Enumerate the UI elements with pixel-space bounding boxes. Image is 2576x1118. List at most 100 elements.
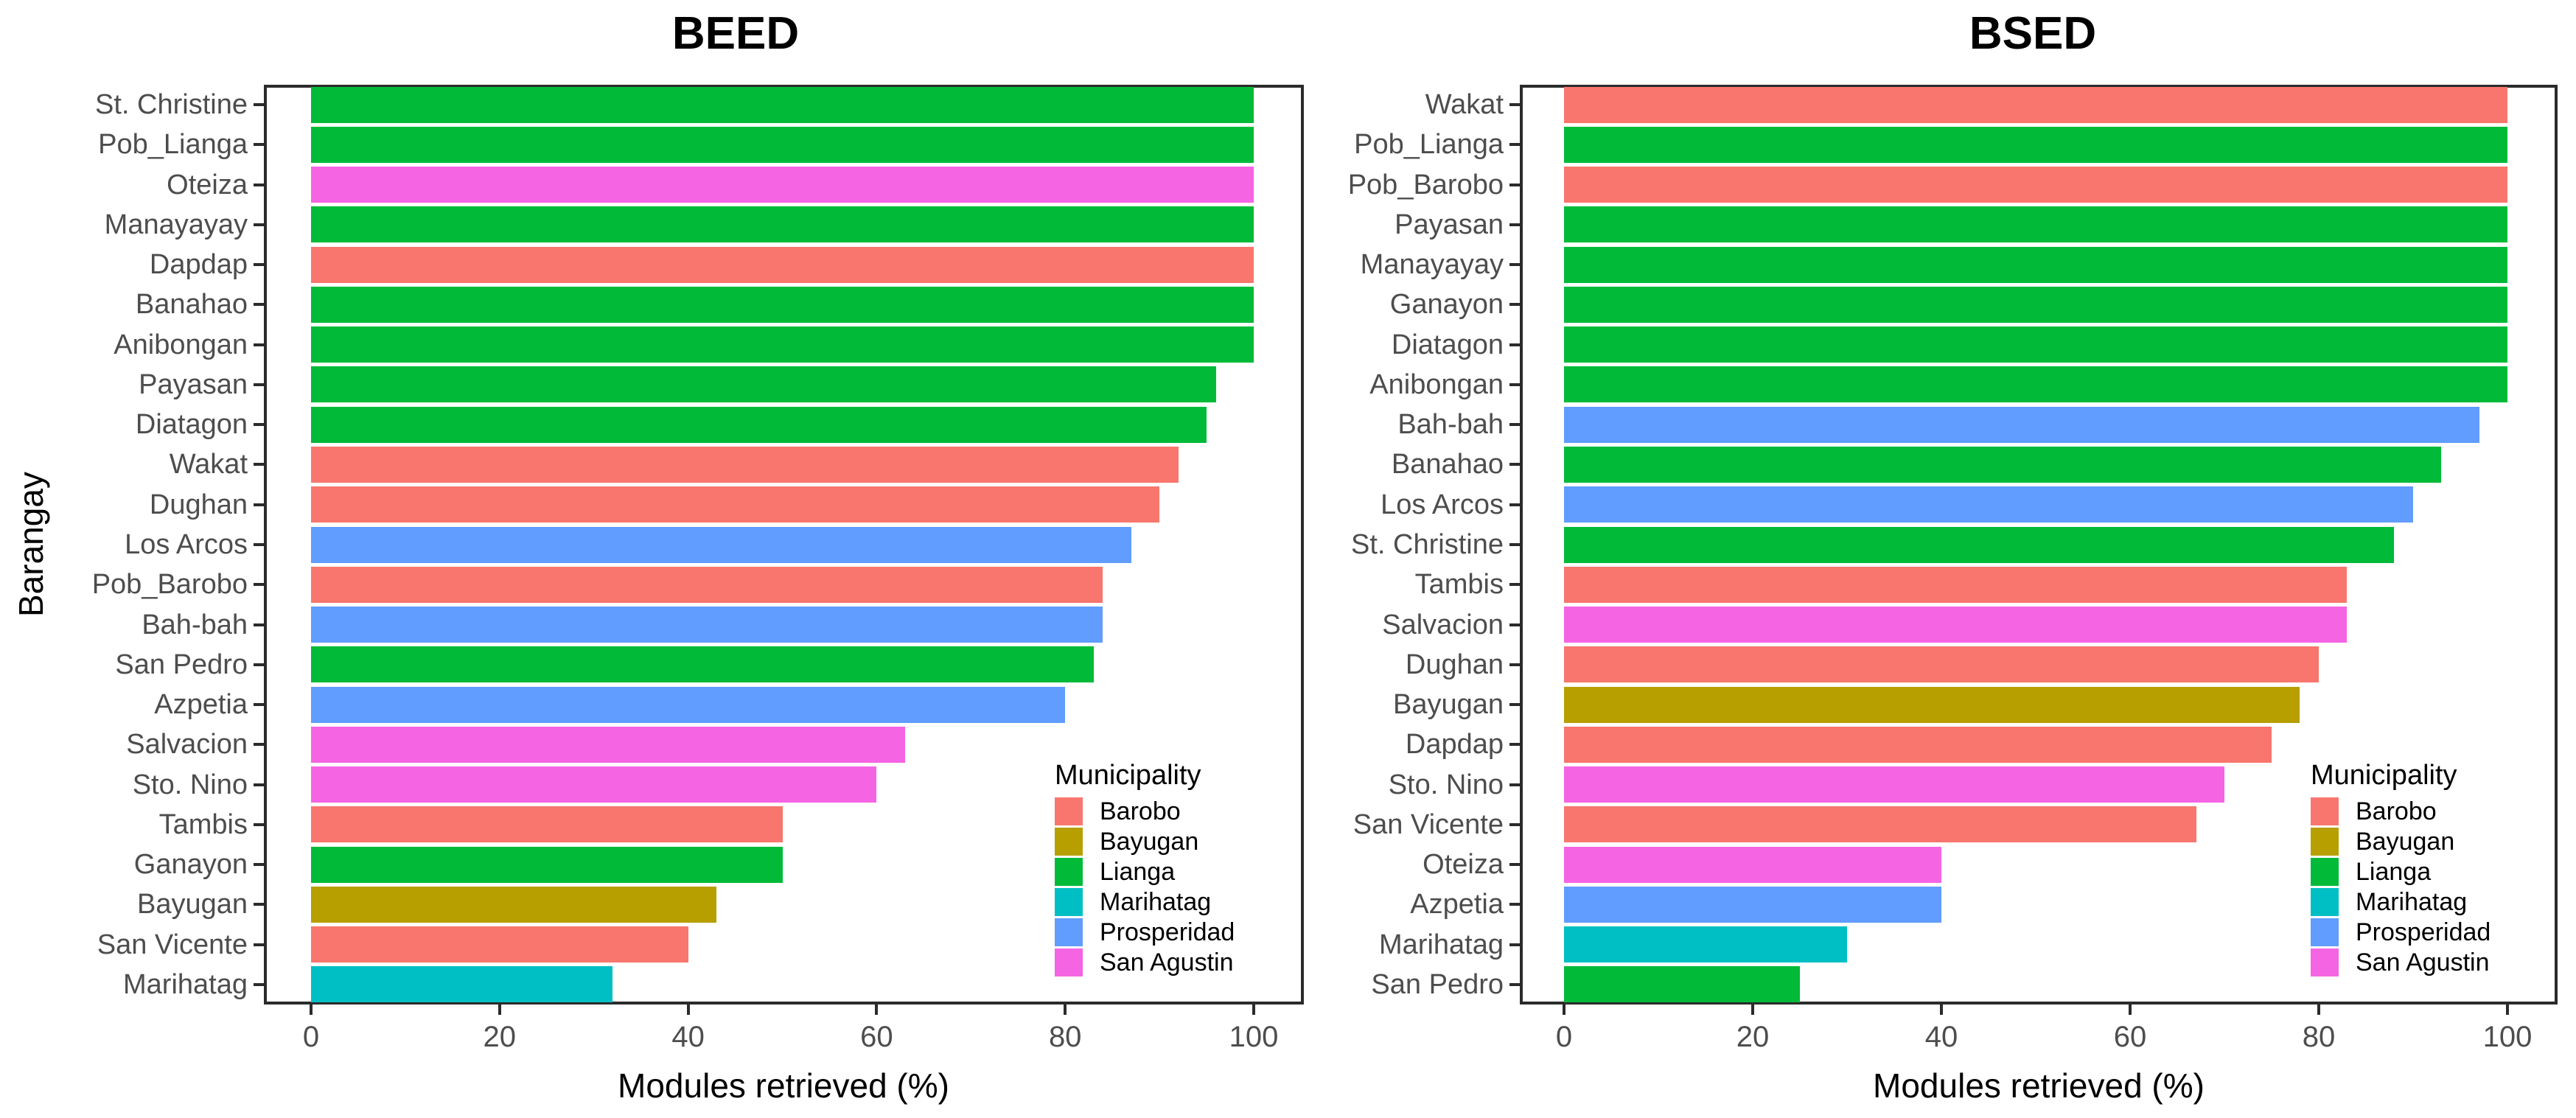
bar-dapdap [1564,726,2272,763]
y-axis-label: Manayayay [1360,249,1504,281]
y-axis-label: Ganayon [1389,289,1504,321]
y-tick-mark [1509,103,1520,107]
legend-item-marihatag: Marihatag [1055,888,1235,916]
y-axis-label: Wakat [1425,89,1504,121]
legend-beed: Municipality Barobo Bayugan Lianga Marihata… [1055,759,1235,979]
x-tick-label: 100 [1229,1021,1279,1053]
y-tick-mark [254,623,264,626]
bar-salvacion [311,726,905,763]
legend-swatch-icon [1055,797,1083,825]
y-axis-label: Dapdap [1405,729,1504,761]
y-axis-label: Bayugan [1392,689,1504,721]
legend-item-san-agustin: San Agustin [1055,948,1235,976]
y-axis-label: Marihatag [123,968,248,1000]
y-tick-mark [254,343,264,346]
y-axis-label: Marihatag [1379,929,1504,960]
y-axis-label: Bayugan [136,889,248,920]
legend-swatch-icon [1055,918,1083,946]
legend-item-barobo: Barobo [1055,797,1235,825]
x-tick-mark [310,1005,313,1015]
y-axis-label: San Vicente [97,929,248,960]
bar-bayugan [311,886,716,923]
y-tick-mark [254,263,264,267]
y-axis-label: Anibongan [114,329,248,360]
y-axis-label: Pob_Lianga [98,129,248,161]
bar-san-pedro [1564,966,1800,1003]
bar-san-vicente [311,926,688,963]
legend-label: Prosperidad [2356,918,2491,946]
bar-los-arcos [311,526,1131,563]
bar-ganayon [1564,286,2507,323]
legend-label: Marihatag [2356,887,2468,916]
bar-oteiza [1564,846,1941,883]
y-tick-mark [254,663,264,666]
x-tick-label: 80 [1048,1021,1082,1053]
y-tick-mark [254,223,264,226]
x-tick-mark [2129,1005,2132,1015]
y-tick-mark [254,423,264,427]
legend-label: Barobo [1100,797,1181,825]
x-tick-label: 0 [302,1021,320,1053]
y-axis-label: Payasan [139,368,248,400]
y-tick-mark [1509,223,1520,226]
y-tick-mark [1509,982,1520,986]
legend-items: Barobo Bayugan Lianga Marihatag Prosperidad S… [1055,797,1235,976]
bar-diatagon [1564,326,2507,363]
bar-pob-lianga [1564,126,2507,163]
bar-sto-nino [1564,766,2224,803]
y-axis-label: Sto. Nino [132,769,248,800]
y-tick-mark [1509,303,1520,307]
y-tick-mark [1509,503,1520,506]
y-axis-label: St. Christine [1351,529,1504,560]
y-tick-mark [1509,663,1520,666]
y-axis-label: Pob_Lianga [1354,129,1504,161]
y-axis-label: Oteiza [167,169,248,200]
x-axis-title-bsed: Modules retrieved (%) [1873,1066,2205,1105]
legend-swatch-icon [2311,828,2339,856]
bar-manayayay [1564,246,2507,283]
x-tick-mark [875,1005,879,1015]
y-axis-label: Manayayay [104,209,248,240]
x-tick-label: 60 [860,1021,893,1053]
legend-label: Lianga [2356,857,2432,886]
x-tick-label: 100 [2482,1021,2533,1053]
y-tick-mark [254,463,264,467]
legend-item-lianga: Lianga [1055,858,1235,886]
y-tick-mark [1509,343,1520,346]
y-tick-mark [1509,543,1520,546]
legend-label: Marihatag [1100,887,1212,916]
x-tick-mark [1252,1005,1255,1015]
y-axis-label: Los Arcos [1381,489,1504,520]
y-axis-label: San Pedro [1371,968,1504,1000]
legend-title: Municipality [2311,760,2457,791]
legend-swatch-icon [2311,888,2339,916]
y-axis-label: Dughan [1405,649,1504,680]
x-tick-mark [1563,1005,1566,1015]
x-tick-label: 40 [1924,1021,1958,1053]
y-axis-label: Dapdap [149,249,248,281]
y-axis-label: Bah-bah [1397,409,1504,441]
y-tick-mark [1509,263,1520,267]
bar-st-christine [1564,526,2394,563]
bar-payasan [311,366,1216,403]
y-tick-mark [1509,423,1520,427]
legend-item-lianga: Lianga [2311,858,2491,886]
bar-bah-bah [311,607,1103,643]
y-axis-label: Azpetia [154,689,248,721]
x-tick-mark [686,1005,690,1015]
x-tick-mark [498,1005,501,1015]
y-tick-mark [254,943,264,946]
legend-item-prosperidad: Prosperidad [1055,918,1235,946]
y-axis-label: Tambis [1414,569,1504,601]
legend-swatch-icon [1055,858,1083,886]
bar-dapdap [311,246,1254,283]
bar-tambis [1564,566,2347,603]
y-axis-label: Diatagon [1391,329,1504,360]
bar-tambis [311,806,783,843]
y-tick-mark [254,783,264,786]
y-axis-label: Bah-bah [142,609,248,640]
bar-banahao [1564,446,2441,483]
legend-label: Prosperidad [1100,918,1235,946]
bar-anibongan [311,326,1254,363]
legend-swatch-icon [2311,797,2339,825]
